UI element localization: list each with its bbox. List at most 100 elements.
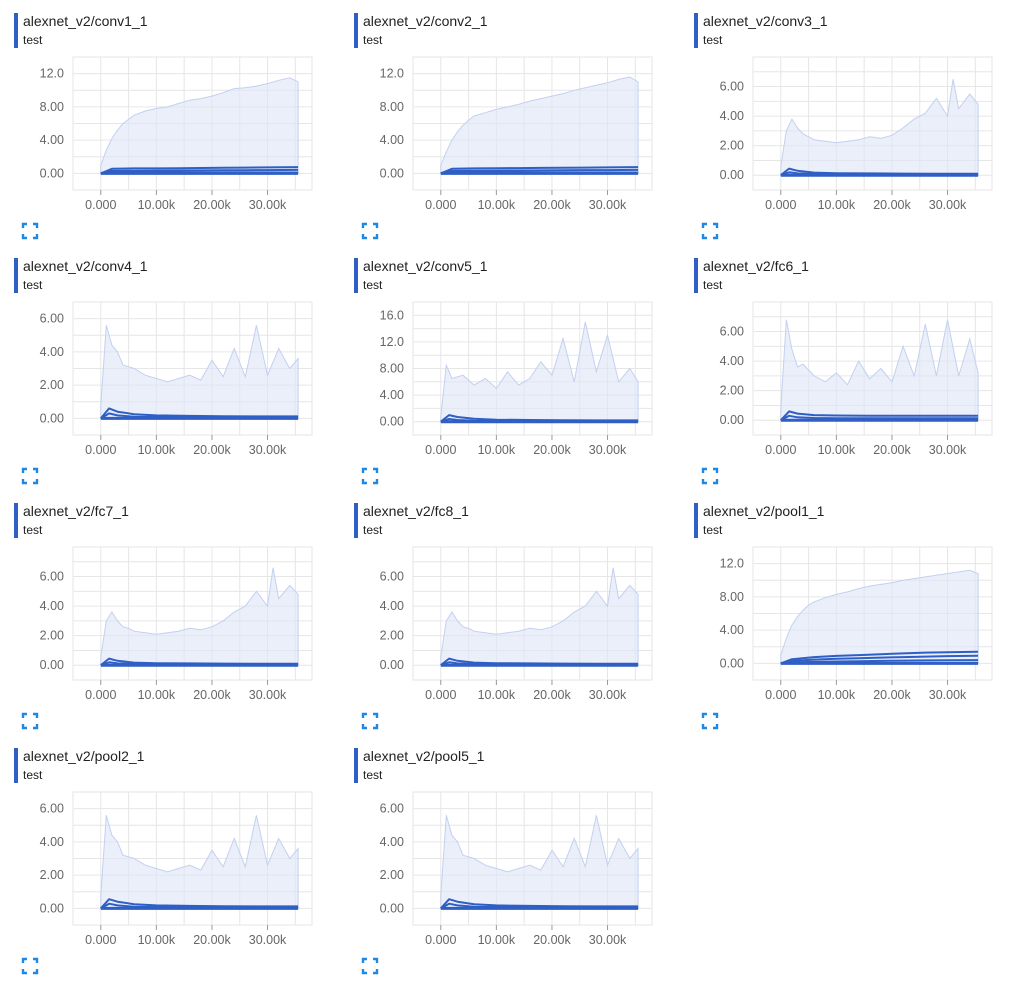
chart-title: alexnet_v2/conv4_1 <box>23 258 148 274</box>
x-tick-label: 10.00k <box>138 443 176 457</box>
y-tick-label: 2.00 <box>380 868 404 882</box>
fullscreen-expand-icon[interactable] <box>701 467 719 485</box>
chart-subtitle: test <box>363 523 383 537</box>
x-tick-label: 20.00k <box>193 933 231 947</box>
chart-card: alexnet_v2/conv2_1 test 0.00 4.00 8.00 12.0 0.… <box>340 0 670 245</box>
series-line <box>440 898 639 910</box>
y-tick-label: 6.00 <box>380 802 404 816</box>
chart-plot: 0.00 2.00 4.00 6.00 0.000 10.00k 20.00k 30.00k <box>720 56 993 212</box>
expand-icon-glyph <box>21 957 39 975</box>
plot-frame <box>752 56 993 191</box>
expand-icon-glyph <box>701 222 719 240</box>
title-accent-bar <box>694 503 698 538</box>
x-tick-label: 30.00k <box>589 443 627 457</box>
x-tick-label: 0.000 <box>765 688 796 702</box>
x-tick-label: 10.00k <box>818 198 856 212</box>
distribution-band <box>780 79 979 176</box>
y-tick-label: 0.00 <box>40 658 64 672</box>
x-tick-label: 20.00k <box>533 443 571 457</box>
y-tick-label: 4.00 <box>40 133 64 147</box>
x-tick-label: 0.000 <box>765 198 796 212</box>
plot-frame <box>752 301 993 436</box>
title-accent-bar <box>694 13 698 48</box>
chart-subtitle: test <box>703 278 723 292</box>
y-tick-label: 4.00 <box>720 623 744 637</box>
y-tick-label: 6.00 <box>720 325 744 339</box>
expand-icon-glyph <box>361 467 379 485</box>
y-tick-label: 2.00 <box>720 139 744 153</box>
title-accent-bar <box>14 13 18 48</box>
chart-title: alexnet_v2/conv2_1 <box>363 13 488 29</box>
x-tick-label: 10.00k <box>138 688 176 702</box>
chart-title: alexnet_v2/pool1_1 <box>703 503 825 519</box>
x-tick-label: 30.00k <box>249 198 287 212</box>
distribution-band <box>440 815 639 909</box>
x-tick-label: 20.00k <box>193 198 231 212</box>
title-accent-bar <box>694 258 698 293</box>
fullscreen-expand-icon[interactable] <box>21 222 39 240</box>
chart-card: alexnet_v2/conv5_1 test 0.00 4.00 8.00 12.0 16… <box>340 245 670 490</box>
y-tick-label: 0.00 <box>380 901 404 915</box>
fullscreen-expand-icon[interactable] <box>361 467 379 485</box>
chart-plot: 0.00 4.00 8.00 12.0 0.000 10.00k 20.00k 30.00k <box>380 56 653 212</box>
title-accent-bar <box>354 258 358 293</box>
x-tick-label: 10.00k <box>478 933 516 947</box>
x-tick-label: 0.000 <box>425 443 456 457</box>
chart-title: alexnet_v2/conv1_1 <box>23 13 148 29</box>
chart-subtitle: test <box>23 278 43 292</box>
series-line <box>100 407 299 420</box>
x-tick-label: 0.000 <box>85 933 116 947</box>
y-tick-label: 0.00 <box>720 656 744 670</box>
fullscreen-expand-icon[interactable] <box>361 957 379 975</box>
chart-subtitle: test <box>23 523 43 537</box>
y-tick-label: 6.00 <box>40 570 64 584</box>
fullscreen-expand-icon[interactable] <box>701 222 719 240</box>
fullscreen-expand-icon[interactable] <box>21 957 39 975</box>
expand-icon-glyph <box>21 467 39 485</box>
expand-icon-glyph <box>361 712 379 730</box>
series-line <box>440 168 639 175</box>
series-line <box>780 654 979 665</box>
y-tick-label: 8.00 <box>380 362 404 376</box>
y-tick-label: 8.00 <box>380 100 404 114</box>
chart-title: alexnet_v2/conv3_1 <box>703 13 828 29</box>
chart-card: alexnet_v2/conv1_1 test 0.00 4.00 8.00 12.0 0.… <box>0 0 330 245</box>
series-line <box>100 168 299 175</box>
x-tick-label: 20.00k <box>873 443 911 457</box>
title-accent-bar <box>14 258 18 293</box>
expand-icon-glyph <box>21 712 39 730</box>
y-tick-label: 2.00 <box>40 629 64 643</box>
series-line <box>780 650 979 665</box>
x-tick-label: 0.000 <box>425 198 456 212</box>
chart-card: alexnet_v2/pool2_1 test 0.00 2.00 4.00 6.00 0.… <box>0 735 330 980</box>
x-tick-label: 0.000 <box>765 443 796 457</box>
distribution-band <box>440 567 639 666</box>
distribution-band <box>100 77 299 174</box>
chart-plot: 0.00 2.00 4.00 6.00 0.000 10.00k 20.00k 30.00k <box>40 546 313 702</box>
fullscreen-expand-icon[interactable] <box>701 712 719 730</box>
fullscreen-expand-icon[interactable] <box>361 222 379 240</box>
x-tick-label: 30.00k <box>929 198 967 212</box>
chart-subtitle: test <box>23 768 43 782</box>
x-tick-label: 0.000 <box>85 198 116 212</box>
y-tick-label: 6.00 <box>40 802 64 816</box>
chart-card: alexnet_v2/fc8_1 test 0.00 2.00 4.00 6.00 0.00… <box>340 490 670 735</box>
fullscreen-expand-icon[interactable] <box>21 712 39 730</box>
plot-frame <box>72 546 313 681</box>
chart-plot: 0.00 2.00 4.00 6.00 0.000 10.00k 20.00k 30.00k <box>720 301 993 457</box>
chart-plot: 0.00 2.00 4.00 6.00 0.000 10.00k 20.00k 30.00k <box>380 546 653 702</box>
fullscreen-expand-icon[interactable] <box>361 712 379 730</box>
y-tick-label: 6.00 <box>380 570 404 584</box>
expand-icon-glyph <box>361 222 379 240</box>
x-tick-label: 30.00k <box>589 688 627 702</box>
distribution-band <box>440 321 639 423</box>
x-tick-label: 10.00k <box>138 198 176 212</box>
fullscreen-expand-icon[interactable] <box>21 467 39 485</box>
chart-plot: 0.00 4.00 8.00 12.0 0.000 10.00k 20.00k 30.00k <box>40 56 313 212</box>
y-tick-label: 4.00 <box>380 835 404 849</box>
y-tick-label: 0.00 <box>40 166 64 180</box>
y-tick-label: 2.00 <box>40 378 64 392</box>
x-tick-label: 10.00k <box>818 443 856 457</box>
title-accent-bar <box>354 13 358 48</box>
x-tick-label: 0.000 <box>425 688 456 702</box>
